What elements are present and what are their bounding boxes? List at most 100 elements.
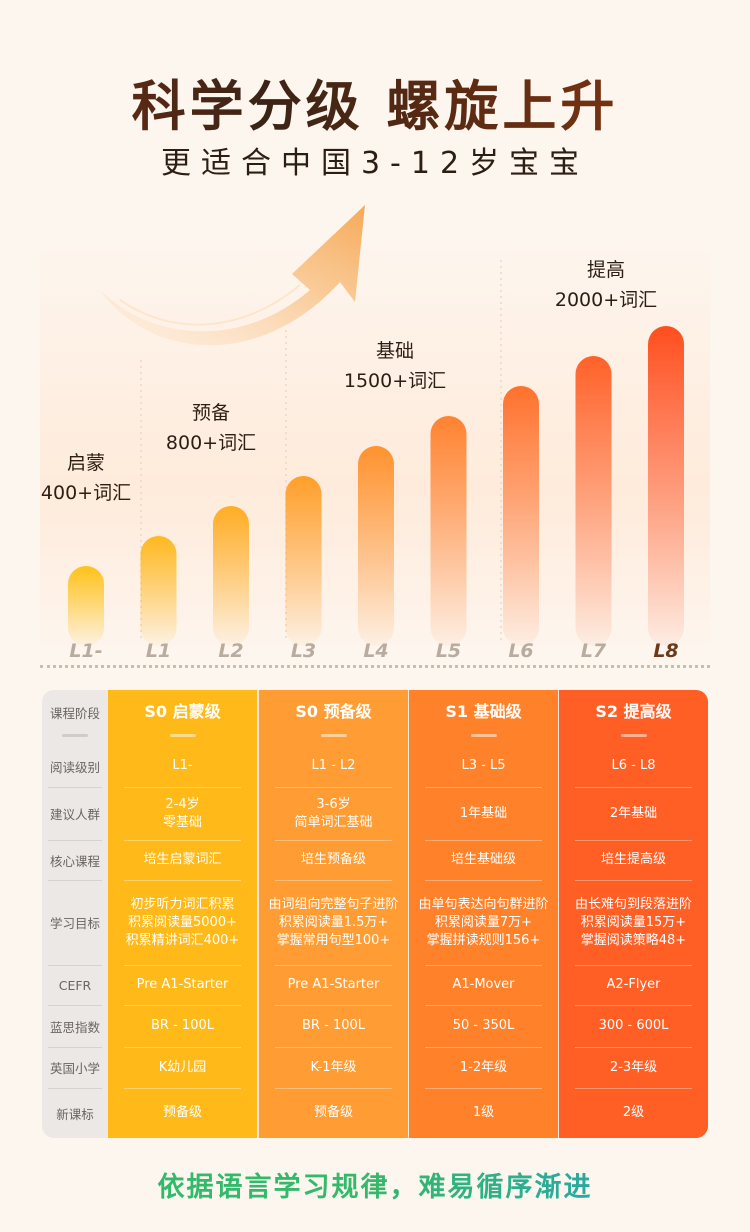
row-divider bbox=[124, 1005, 241, 1006]
bar-L5 bbox=[430, 416, 467, 646]
table-cell: 由长难句到段落进阶 积累阅读量15万+ 掌握阅读策略48+ bbox=[574, 896, 692, 948]
table-cell: Pre A1-Starter bbox=[287, 977, 380, 992]
row-label: 核心课程 bbox=[49, 853, 100, 869]
stage-name: 预备 bbox=[191, 402, 230, 424]
table-cell: L6 - L8 bbox=[611, 758, 656, 773]
table-cell: 2-4岁 零基础 bbox=[162, 796, 202, 830]
stage-label-yubei: 预备 800+词汇 bbox=[141, 398, 281, 458]
row-divider bbox=[275, 880, 392, 881]
row-divider bbox=[575, 965, 692, 966]
bar-L2 bbox=[213, 506, 249, 646]
table-cell: BR - 100L bbox=[302, 1018, 365, 1033]
chart-divider bbox=[40, 665, 710, 668]
table-cell: 培生启蒙词汇 bbox=[143, 852, 222, 867]
row-divider bbox=[124, 965, 241, 966]
column-header: S0 启蒙级 bbox=[144, 702, 221, 721]
bar-L4 bbox=[358, 446, 394, 646]
row-divider bbox=[124, 1088, 241, 1089]
header-divider bbox=[620, 734, 647, 737]
bar-L6 bbox=[503, 386, 539, 646]
row-divider bbox=[48, 787, 102, 788]
x-tick-label: L3 bbox=[290, 640, 317, 662]
row-divider bbox=[575, 787, 692, 788]
course-table: 课程阶段 阅读级别 建议人群 核心课程 学习目标 CEFR 蓝思指数 英国小学 新课标 S0 启… bbox=[42, 690, 708, 1138]
row-divider bbox=[575, 1088, 692, 1089]
bar-L8 bbox=[648, 326, 684, 646]
footer-slogan: 依据语言学习规律，难易循序渐进 bbox=[0, 1165, 750, 1204]
stage-label-tigao: 提高 2000+词汇 bbox=[536, 255, 676, 315]
row-divider bbox=[124, 787, 241, 788]
table-cell: 1年基础 bbox=[459, 805, 508, 821]
x-tick-label: L1 bbox=[145, 640, 172, 662]
table-cell: 初步听力词汇积累 积累阅读量5000+ 积累精讲词汇400+ bbox=[125, 896, 240, 948]
table-cell: L1- bbox=[172, 758, 193, 773]
header-divider bbox=[169, 734, 196, 737]
table-cell: 由单句表达向句群进阶 积累阅读量7万+ 掌握拼读规则156+ bbox=[418, 896, 549, 948]
bar-L1- bbox=[68, 566, 104, 646]
level-column: S2 提高级 L6 - L8 2年基础培生提高级由长难句到段落进阶 积累阅读量15万… bbox=[559, 690, 708, 1138]
table-cell: 3-6岁 简单词汇基础 bbox=[294, 796, 373, 830]
column-header: S2 提高级 bbox=[595, 702, 672, 721]
table-cell: Pre A1-Starter bbox=[136, 977, 229, 992]
header-divider bbox=[470, 734, 497, 737]
row-divider bbox=[425, 965, 542, 966]
row-label: 英国小学 bbox=[49, 1061, 100, 1076]
level-column: S0 启蒙级 L1- 2-4岁 零基础培生启蒙词汇初步听力词汇积累 积累阅读量500… bbox=[108, 690, 257, 1138]
x-tick-label: L1- bbox=[69, 640, 103, 662]
x-tick-label: L6 bbox=[508, 640, 534, 662]
table-cell: 2-3年级 bbox=[609, 1059, 658, 1075]
row-divider bbox=[425, 840, 542, 841]
row-divider bbox=[48, 1047, 102, 1048]
page-title: 科学分级 螺旋上升 bbox=[0, 62, 750, 141]
row-divider bbox=[124, 1047, 241, 1048]
table-cell: L3 - L5 bbox=[461, 758, 506, 773]
row-divider bbox=[275, 1047, 392, 1048]
table-cell: 1-2年级 bbox=[459, 1059, 508, 1075]
bar-L7 bbox=[575, 356, 612, 646]
stage-label-qimeng: 启蒙 400+词汇 bbox=[16, 448, 156, 508]
stage-name: 提高 bbox=[586, 259, 625, 281]
row-label: 学习目标 bbox=[49, 916, 100, 931]
row-divider bbox=[575, 1005, 692, 1006]
row-label: 新课标 bbox=[56, 1106, 94, 1122]
stage-words: 1500+词汇 bbox=[343, 370, 447, 392]
row-label: 阅读级别 bbox=[49, 759, 100, 775]
x-tick-label: L7 bbox=[580, 640, 607, 662]
row-divider bbox=[124, 840, 241, 841]
row-divider bbox=[124, 880, 241, 881]
table-cell: 2级 bbox=[622, 1105, 645, 1120]
row-label: CEFR bbox=[58, 977, 92, 993]
row-divider bbox=[425, 1088, 542, 1089]
table-cell: 1级 bbox=[472, 1105, 495, 1120]
row-divider bbox=[425, 1047, 542, 1048]
table-cell: K幼儿园 bbox=[158, 1059, 207, 1075]
header-divider bbox=[62, 734, 88, 737]
row-divider bbox=[575, 840, 692, 841]
row-divider bbox=[48, 880, 102, 881]
level-chart bbox=[68, 205, 684, 646]
row-divider bbox=[275, 965, 392, 966]
table-cell: A2-Flyer bbox=[606, 977, 661, 992]
arrow-icon bbox=[100, 205, 365, 346]
table-cell: BR - 100L bbox=[151, 1018, 214, 1033]
column-header: S1 基础级 bbox=[445, 702, 522, 721]
table-cell: 培生提高级 bbox=[600, 852, 666, 867]
table-cell: 预备级 bbox=[313, 1105, 353, 1120]
stage-name: 启蒙 bbox=[66, 452, 105, 474]
table-cell: 2年基础 bbox=[609, 805, 658, 821]
row-divider bbox=[48, 965, 102, 966]
stage-name: 基础 bbox=[375, 340, 414, 362]
row-divider bbox=[275, 1088, 392, 1089]
row-divider bbox=[575, 880, 692, 881]
table-cell: 300 - 600L bbox=[598, 1018, 669, 1033]
table-cell: 由词组向完整句子进阶 积累阅读量1.5万+ 掌握常用句型100+ bbox=[268, 896, 399, 948]
table-cell: 培生基础级 bbox=[450, 852, 516, 867]
x-tick-label: L8 bbox=[653, 640, 679, 662]
page-subtitle: 更适合中国3-12岁宝宝 bbox=[160, 146, 590, 181]
x-tick-label: L4 bbox=[363, 640, 389, 662]
table-cell: 预备级 bbox=[162, 1105, 202, 1120]
bar-L1 bbox=[140, 536, 177, 646]
row-label: 课程阶段 bbox=[49, 705, 100, 721]
row-divider bbox=[275, 787, 392, 788]
row-divider bbox=[275, 840, 392, 841]
